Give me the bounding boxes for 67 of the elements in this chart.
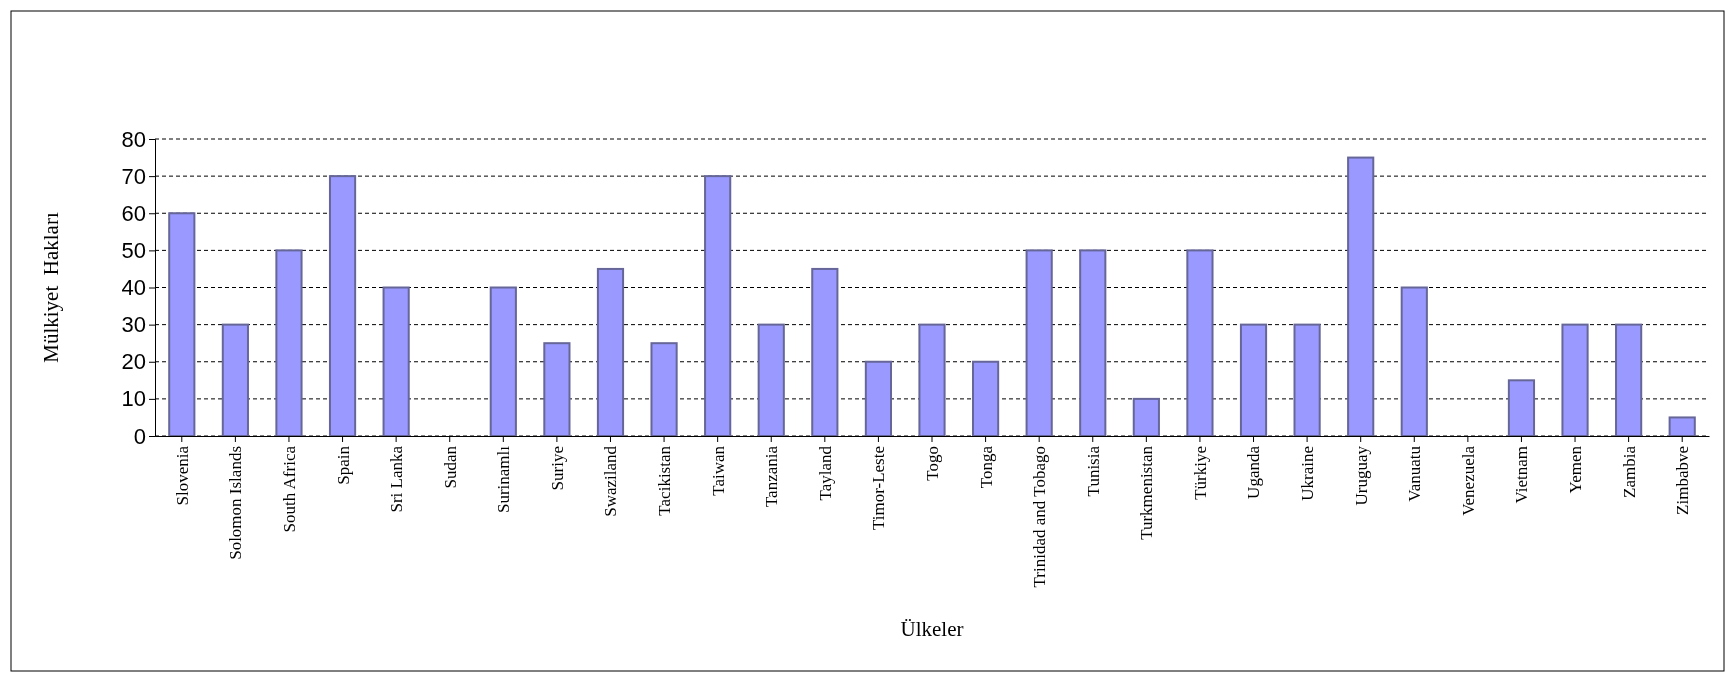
bar [704,175,732,437]
bar [275,249,303,437]
x-tick-label: Swaziland [601,445,621,517]
x-tick-label: Ukraine [1298,446,1318,501]
x-tick-label: Solomon Islands [226,446,246,560]
x-tick-label: Vietnam [1512,446,1532,504]
bar [811,267,839,437]
x-tick-label: Uganda [1244,445,1264,499]
bar [1400,286,1428,437]
x-tick-label: Venezuela [1458,445,1478,516]
y-tick-label: 60 [121,200,146,226]
x-tick-label: Tunisia [1083,445,1103,497]
bar [596,267,625,437]
x-tick-label: Yemen [1565,445,1585,494]
x-tick-label: Zambia [1619,445,1639,498]
bar [221,323,249,437]
bar [1239,323,1268,437]
bar [489,286,517,437]
y-tick-label: 10 [121,386,146,412]
bar [543,342,571,437]
y-tick-label: 80 [121,126,146,152]
bar [382,286,410,437]
bar [1347,156,1375,437]
y-tick-label: 70 [121,163,146,189]
bar [971,360,1000,437]
bar [1561,323,1589,437]
x-tick-label: Uruguay [1351,445,1371,506]
bar [1615,323,1643,437]
y-tick-label: 40 [121,275,146,301]
x-tick-label: Slovenia [172,445,192,506]
y-tick-label: 20 [121,349,146,375]
x-tick-label: Tayland [815,445,835,501]
y-axis-title: Mülkiyet Hakları [39,212,63,363]
x-tick-label: Tanzania [762,445,782,508]
x-tick-label: Togo [922,446,942,481]
bar [1132,397,1160,437]
x-tick-label: Timor-Leste [869,446,889,531]
x-tick-label: Sudan [440,445,460,489]
x-tick-label: Zimbabve [1673,446,1693,515]
x-tick-label: Taiwan [708,445,728,496]
bar [918,323,946,437]
x-tick-label: Spain [333,445,353,485]
y-tick-label: 0 [133,423,146,449]
bar [328,175,357,437]
y-tick-label: 50 [121,237,146,263]
bar [1025,249,1053,437]
x-tick-label: Türkiye [1190,446,1210,500]
bar [1079,249,1107,437]
bar [1293,323,1321,437]
x-tick-label: Vanuatu [1405,445,1425,502]
bar [757,323,785,437]
x-tick-label: South Africa [279,445,299,533]
x-tick-label: Suriye [547,446,567,491]
x-tick-label: Tacikistan [655,445,675,516]
x-tick-label: Turkmenistan [1137,445,1157,540]
bar [864,360,893,437]
x-tick-label: Tonga [976,445,996,489]
bar [168,212,196,437]
bar [1668,416,1696,437]
x-tick-label: Trinidad and Tobago [1030,446,1050,588]
y-tick-label: 30 [121,312,146,338]
bar [1507,379,1536,437]
x-axis-title: Ülkeler [900,617,964,641]
bar [1186,249,1214,437]
x-tick-label: Surinamlı [494,445,514,514]
x-tick-label: Sri Lanka [387,445,407,513]
bar [650,342,678,437]
